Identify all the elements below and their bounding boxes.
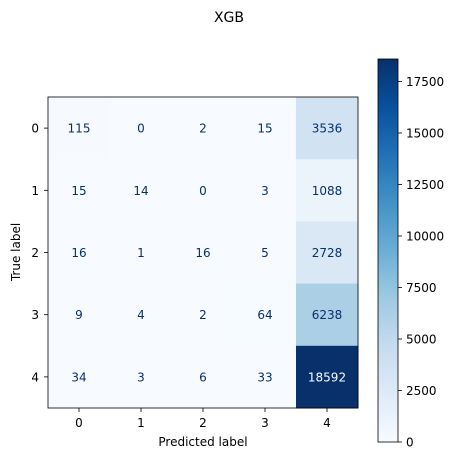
heatmap-cell xyxy=(296,345,359,409)
heatmap-cell xyxy=(296,283,359,347)
y-axis-ticks: 0 1 2 3 4 xyxy=(31,122,48,384)
x-tick-label: 1 xyxy=(137,416,145,430)
cell-value-label: 3 xyxy=(261,184,269,198)
heatmap-cell xyxy=(110,97,173,160)
y-tick-label: 3 xyxy=(31,308,39,322)
cell-value-label: 3 xyxy=(137,370,145,384)
cell-value-label: 1088 xyxy=(312,184,343,198)
cell-value-label: 64 xyxy=(257,308,272,322)
cell-value-label: 5 xyxy=(261,246,269,260)
colorbar-tick-label: 17500 xyxy=(406,75,444,89)
cell-value-label: 6 xyxy=(199,370,207,384)
cell-value-label: 4 xyxy=(137,308,145,322)
x-tick-label: 0 xyxy=(75,416,83,430)
heatmap-cell xyxy=(172,221,235,285)
cell-value-label: 1 xyxy=(137,246,145,260)
heatmap-cell xyxy=(234,345,297,409)
heatmap-cell xyxy=(296,159,359,222)
cell-value-label: 0 xyxy=(199,184,207,198)
cell-value-label: 9 xyxy=(75,308,83,322)
colorbar-tick-label: 10000 xyxy=(406,229,444,243)
heatmap-cell xyxy=(172,159,235,222)
colorbar-tick-label: 5000 xyxy=(406,332,437,346)
y-tick-label: 0 xyxy=(31,122,39,136)
y-axis-label: True label xyxy=(9,223,23,282)
cell-values: 115 0 2 15 3536 15 14 0 3 1088 16 1 16 5 2728 9 4 2 64 6238… xyxy=(68,122,347,385)
heatmap-cell xyxy=(110,283,173,347)
heatmap-cell xyxy=(110,221,173,285)
heatmap-cell xyxy=(234,221,297,285)
heatmap-cells xyxy=(48,97,359,409)
heatmap-cell xyxy=(48,345,111,409)
x-tick-label: 2 xyxy=(199,416,207,430)
colorbar-ticks: 0 2500 5000 7500 10000 12500 15000 17500 xyxy=(398,75,444,450)
colorbar-tick-label: 2500 xyxy=(406,384,437,398)
heatmap-cell xyxy=(48,97,111,160)
colorbar-tick-label: 15000 xyxy=(406,126,444,140)
y-tick-label: 1 xyxy=(31,184,39,198)
heatmap-cell xyxy=(110,345,173,409)
x-tick-label: 3 xyxy=(261,416,269,430)
heatmap-cell xyxy=(172,283,235,347)
heatmap-cell xyxy=(172,97,235,160)
colorbar-tick-label: 0 xyxy=(406,436,414,450)
colorbar xyxy=(377,58,399,443)
heatmap-cell xyxy=(296,221,359,285)
x-axis-ticks: 0 1 2 3 4 xyxy=(75,408,331,430)
heatmap-cell xyxy=(110,159,173,222)
heatmap-cell xyxy=(234,97,297,160)
cell-value-label: 14 xyxy=(133,184,148,198)
cell-value-label: 6238 xyxy=(312,308,343,322)
y-tick-label: 4 xyxy=(31,370,39,384)
cell-value-label: 15 xyxy=(71,184,86,198)
cell-value-label: 3536 xyxy=(312,122,343,136)
cell-value-label: 34 xyxy=(71,370,86,384)
cell-value-label: 18592 xyxy=(308,370,346,384)
heatmap-cell xyxy=(48,283,111,347)
x-axis-label: Predicted label xyxy=(158,435,247,449)
heatmap-cell xyxy=(48,221,111,285)
cell-value-label: 115 xyxy=(68,122,91,136)
x-tick-label: 4 xyxy=(323,416,331,430)
cell-value-label: 16 xyxy=(195,246,210,260)
heatmap-cell xyxy=(234,283,297,347)
y-tick-label: 2 xyxy=(31,246,39,260)
heatmap-cell xyxy=(172,345,235,409)
heatmap-cell xyxy=(296,97,359,160)
cell-value-label: 0 xyxy=(137,122,145,136)
cell-value-label: 2 xyxy=(199,122,207,136)
cell-value-label: 16 xyxy=(71,246,86,260)
cell-value-label: 2 xyxy=(199,308,207,322)
cell-value-label: 33 xyxy=(257,370,272,384)
cell-value-label: 2728 xyxy=(312,246,343,260)
heatmap-cell xyxy=(234,159,297,222)
colorbar-tick-label: 12500 xyxy=(406,178,444,192)
chart-title: XGB xyxy=(214,10,244,26)
heatmap-cell xyxy=(48,159,111,222)
colorbar-tick-label: 7500 xyxy=(406,281,437,295)
cell-value-label: 15 xyxy=(257,122,272,136)
